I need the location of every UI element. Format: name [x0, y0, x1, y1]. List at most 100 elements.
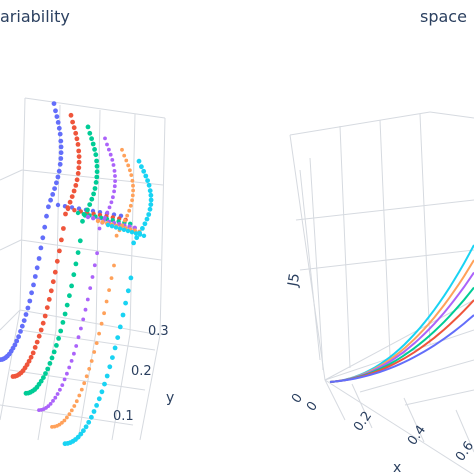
scatter-point	[145, 178, 151, 184]
scatter-point	[81, 428, 86, 434]
scatter-point	[111, 195, 115, 200]
scatter-point	[67, 199, 73, 205]
scatter-point	[109, 224, 115, 229]
scatter-point	[77, 393, 82, 398]
right-x-tick-0: 0	[304, 399, 321, 414]
scatter-point	[77, 238, 83, 244]
scatter-point	[19, 323, 25, 329]
scatter-point	[127, 208, 132, 213]
scatter-point	[130, 198, 135, 203]
right-y-tick-0: 0	[289, 391, 306, 406]
scatter-point	[144, 216, 150, 222]
scatter-point	[133, 231, 139, 236]
scatter-point	[71, 188, 77, 194]
scatter-point	[76, 159, 82, 165]
scatter-point	[85, 124, 91, 130]
scatter-point	[50, 279, 56, 285]
scatter-point	[53, 395, 58, 400]
scatter-point	[90, 275, 95, 279]
right-grid-line	[429, 111, 474, 119]
scatter-point	[62, 311, 68, 317]
scatter-point	[18, 329, 23, 334]
scatter-point	[76, 154, 82, 160]
scatter-point	[47, 361, 53, 366]
left-scatter-series	[0, 101, 154, 447]
scatter-point	[114, 233, 119, 238]
scatter-point	[83, 307, 88, 312]
scatter-point	[36, 256, 42, 261]
scatter-point	[120, 312, 126, 318]
scatter-point	[44, 213, 49, 219]
scatter-point	[134, 235, 140, 241]
scatter-point	[146, 182, 152, 188]
scatter-point	[93, 152, 99, 158]
scatter-point	[87, 130, 93, 136]
scatter-point	[110, 158, 115, 162]
scatter-point	[56, 336, 61, 341]
scatter-point	[34, 339, 40, 345]
scatter-point	[94, 163, 100, 169]
left-grid-line	[19, 309, 161, 336]
scatter-point	[49, 355, 55, 361]
scatter-point	[58, 138, 64, 144]
scatter-point	[105, 142, 109, 147]
left-grid-line	[19, 97, 26, 311]
scatter-point	[88, 286, 93, 290]
scatter-point	[75, 210, 81, 216]
scatter-point	[67, 293, 72, 299]
left-y-tick-0.3: 0.3	[148, 324, 169, 339]
scatter-point	[96, 396, 102, 402]
scatter-point	[14, 338, 20, 344]
scatter-point	[62, 377, 67, 382]
scatter-point	[93, 180, 99, 185]
scatter-point	[51, 349, 57, 355]
scatter-point	[95, 251, 99, 256]
scatter-point	[38, 378, 44, 384]
scatter-point	[90, 141, 96, 147]
left-grid-line	[129, 113, 136, 335]
scatter-point	[81, 212, 87, 217]
scatter-point	[54, 180, 59, 186]
left-grid-line	[0, 239, 22, 251]
scatter-point	[16, 334, 21, 340]
scatter-point	[71, 125, 77, 131]
scatter-point	[117, 324, 123, 330]
scatter-point	[89, 136, 94, 142]
scatter-point	[107, 288, 111, 292]
left-grid-line	[77, 331, 97, 441]
scatter-point	[110, 355, 115, 360]
scatter-point	[97, 331, 101, 336]
scatter-point	[112, 184, 117, 189]
scatter-point	[42, 224, 48, 230]
scatter-point	[65, 415, 69, 420]
scatter-point	[137, 232, 143, 237]
scatter-point	[50, 192, 56, 197]
scatter-point	[100, 220, 105, 225]
right-grid-line	[324, 379, 474, 474]
left-grid-line	[0, 404, 134, 426]
right-z-axis-title: J5	[285, 272, 303, 289]
scatter-point	[102, 311, 106, 316]
left-grid-line	[24, 97, 166, 119]
scatter-point	[120, 147, 124, 152]
scatter-point	[92, 147, 97, 152]
scatter-point	[80, 218, 85, 224]
scatter-point	[75, 250, 81, 256]
scatter-point	[87, 367, 92, 371]
scatter-point	[108, 152, 113, 157]
scatter-point	[27, 298, 33, 304]
scatter-point	[69, 283, 74, 289]
left-grid-line	[9, 369, 146, 391]
scatter-point	[65, 371, 69, 376]
series-line	[329, 314, 474, 383]
scatter-point	[141, 168, 147, 174]
scatter-point	[112, 345, 118, 351]
scatter-point	[91, 216, 96, 221]
scatter-point	[113, 174, 117, 178]
right-grid-line	[359, 359, 474, 393]
scatter-point	[104, 373, 110, 379]
right-x-axis-title: x	[393, 460, 401, 474]
scatter-point	[107, 205, 112, 210]
scatter-point	[70, 119, 75, 125]
